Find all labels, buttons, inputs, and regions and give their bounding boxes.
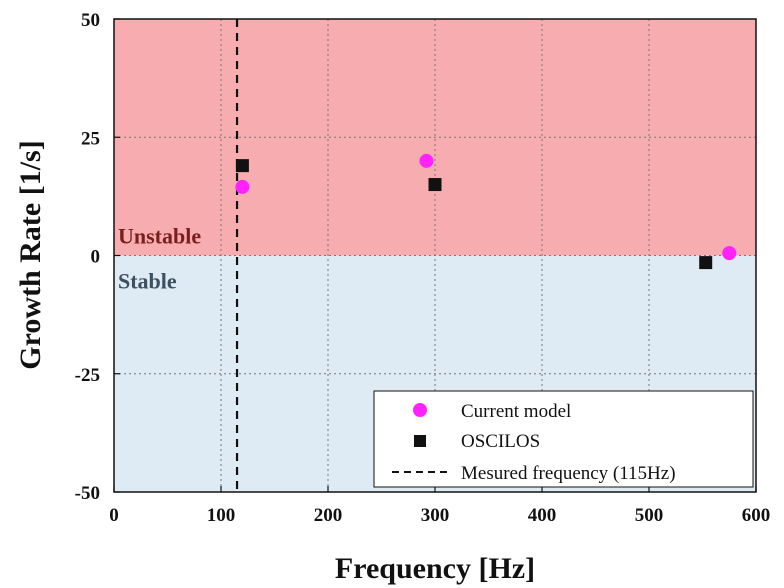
oscilos-point (428, 178, 442, 192)
current-model-point (235, 179, 250, 194)
y-tick-label: -25 (75, 365, 100, 386)
current-model-point (419, 153, 434, 168)
legend: Current model OSCILOS Mesured frequency … (373, 390, 754, 488)
legend-current-model-label: Current model (461, 401, 571, 422)
legend-oscilos-label: OSCILOS (461, 431, 540, 452)
x-tick-label: 200 (314, 505, 343, 526)
legend-oscilos-marker (414, 435, 426, 447)
legend-measured-frequency-label: Mesured frequency (115Hz) (461, 463, 676, 484)
y-tick-label: -50 (75, 483, 100, 504)
x-tick-label: 300 (421, 505, 450, 526)
stable-label: Stable (118, 269, 177, 294)
y-axis-title: Growth Rate [1/s] (14, 140, 47, 369)
x-tick-label: 0 (109, 505, 119, 526)
x-tick-label: 500 (635, 505, 664, 526)
y-tick-label: 25 (81, 128, 100, 149)
x-tick-label: 600 (742, 505, 771, 526)
x-tick-label: 100 (207, 505, 236, 526)
legend-box (373, 390, 754, 488)
x-axis-title: Frequency [Hz] (335, 552, 535, 585)
x-tick-label: 400 (528, 505, 557, 526)
y-tick-label: 0 (91, 247, 101, 268)
grid-lines (114, 19, 756, 492)
y-tick-label: 50 (81, 10, 100, 31)
axis-ticks: 0 100 200 300 400 500 600 -50 -25 0 25 50 (75, 10, 771, 526)
region-labels: Unstable Stable (118, 224, 201, 294)
oscilos-point (699, 256, 713, 270)
legend-current-model-marker (413, 403, 427, 417)
current-model-point (722, 246, 737, 261)
unstable-label: Unstable (118, 224, 201, 249)
oscilos-point (235, 159, 249, 173)
data-points (235, 153, 737, 270)
